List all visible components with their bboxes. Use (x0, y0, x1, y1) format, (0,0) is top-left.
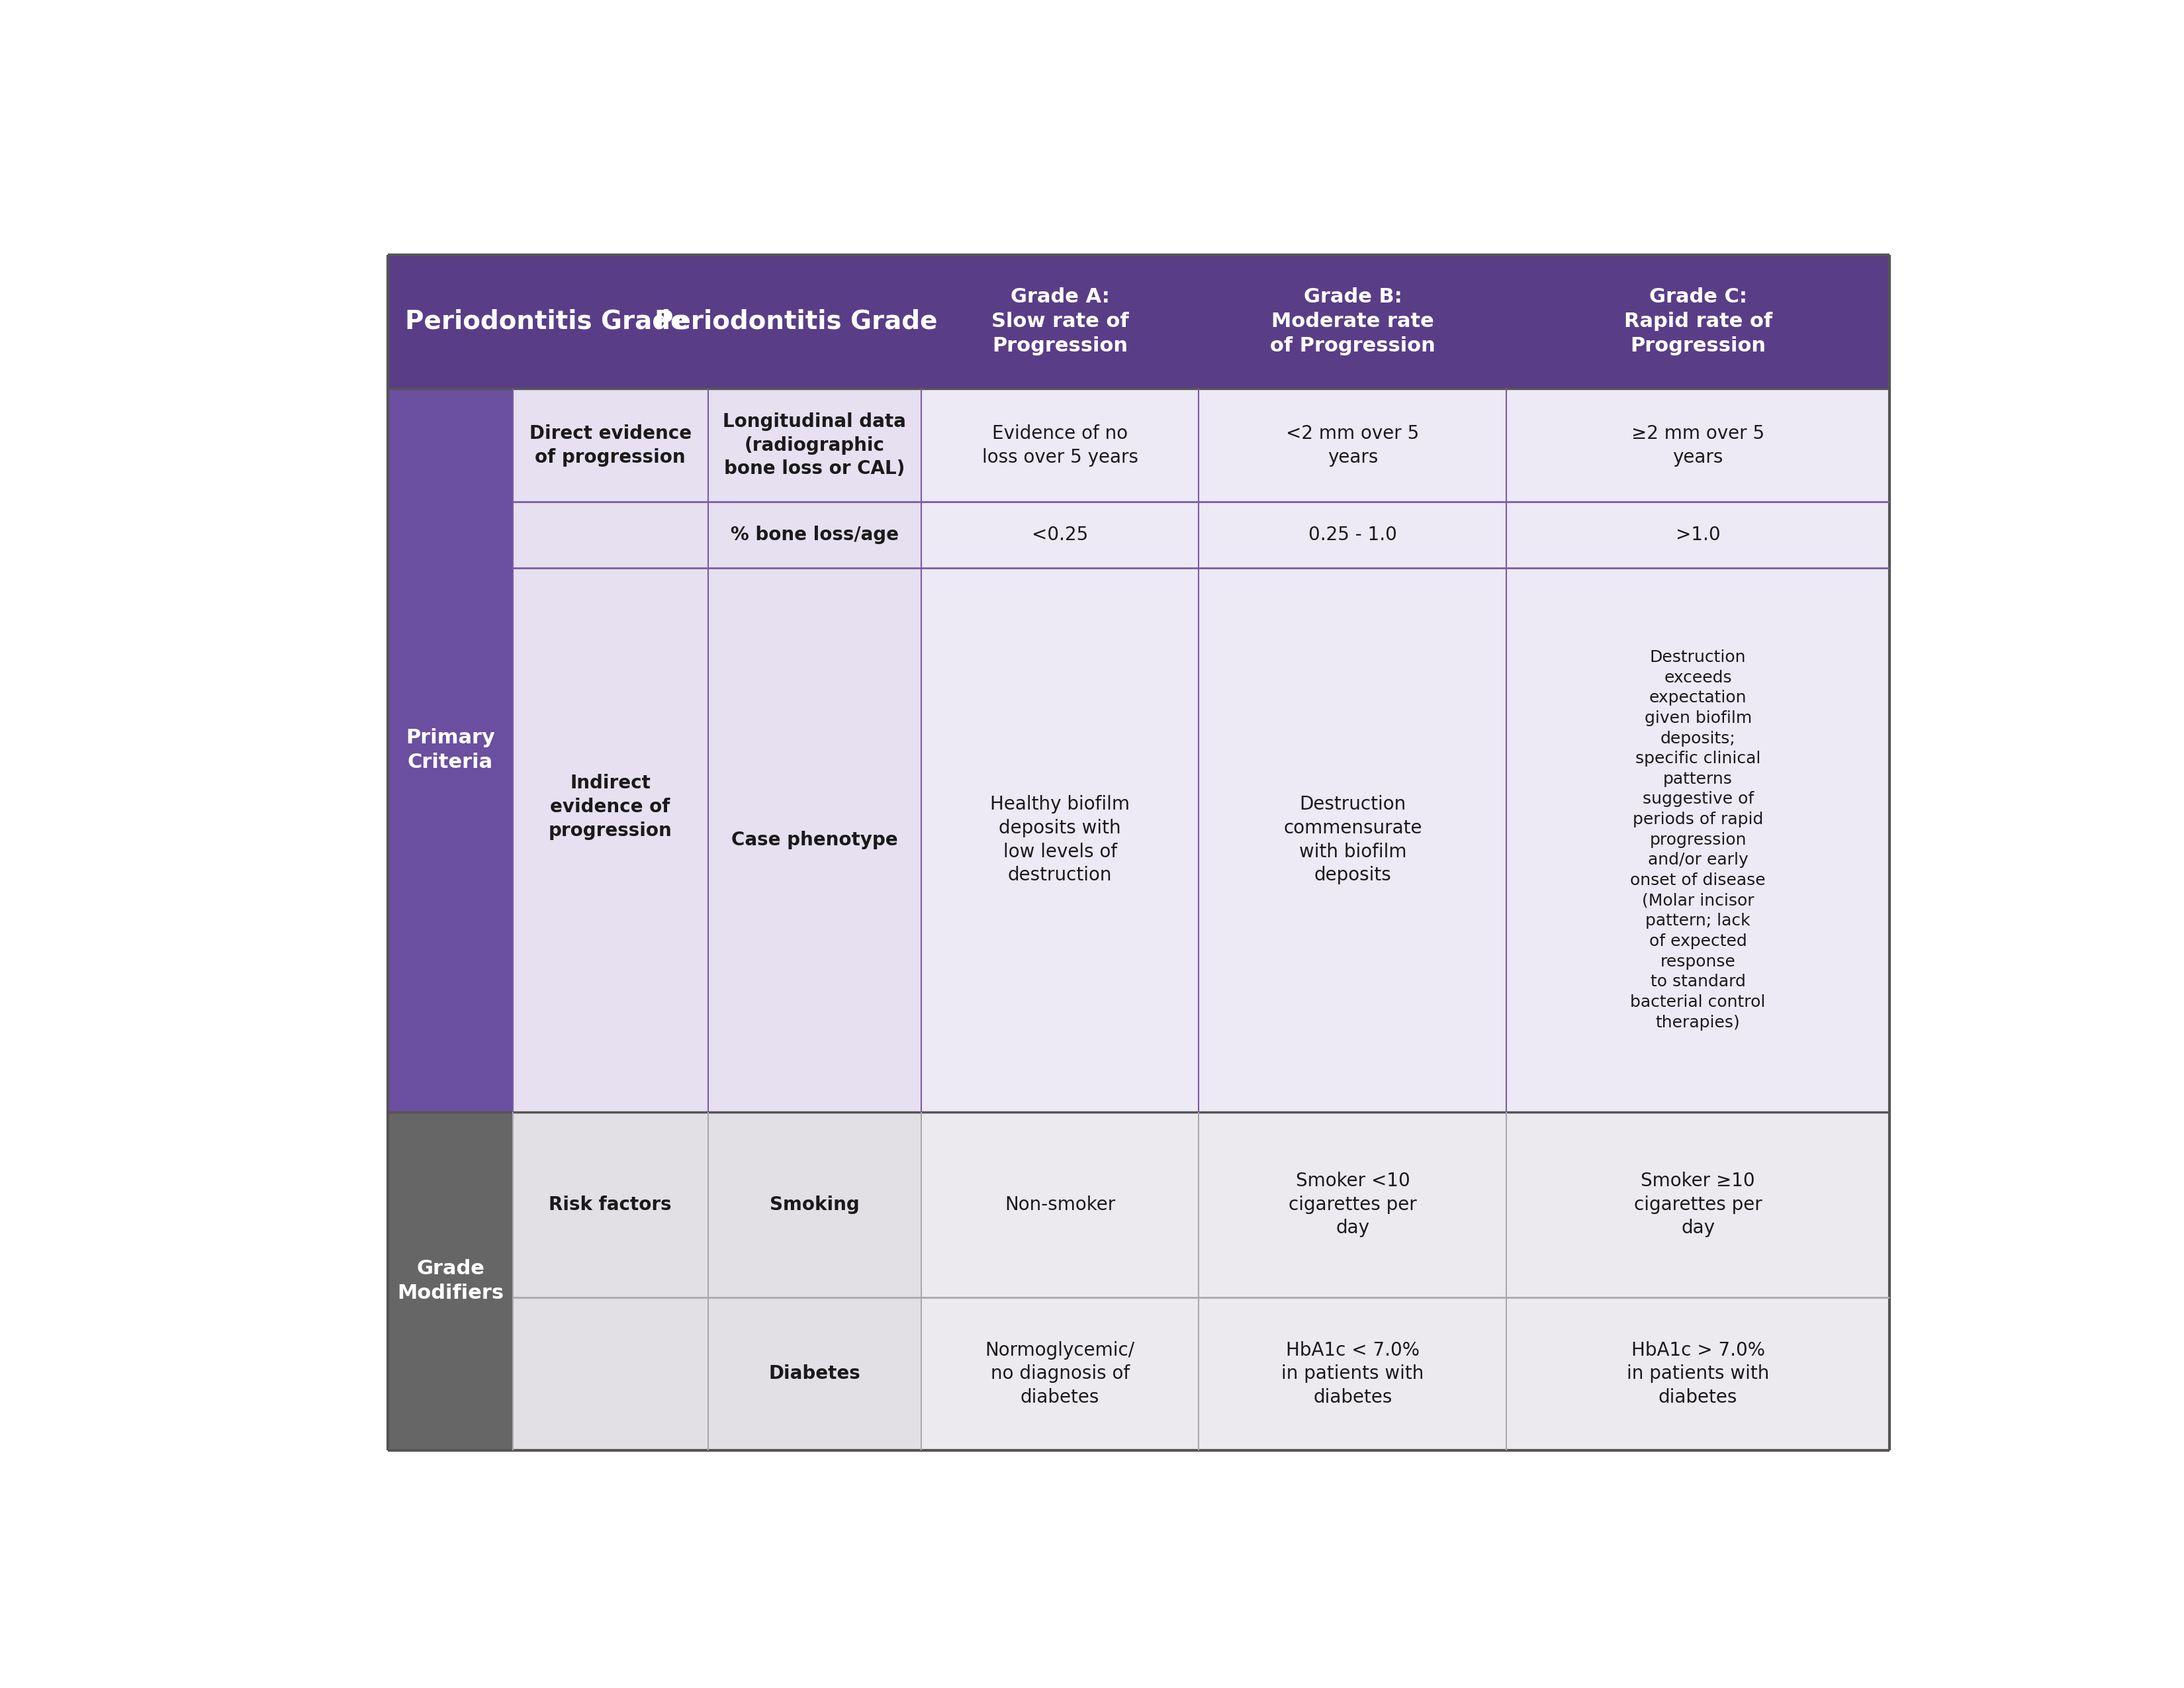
Text: Direct evidence
of progression: Direct evidence of progression (529, 424, 692, 466)
Text: <0.25: <0.25 (1031, 525, 1088, 544)
Text: Case phenotype: Case phenotype (732, 830, 898, 849)
Text: Grade B:
Moderate rate
of Progression: Grade B: Moderate rate of Progression (1271, 287, 1435, 356)
Text: Non-smoker: Non-smoker (1005, 1195, 1116, 1214)
Text: Destruction
exceeds
expectation
given biofilm
deposits;
specific clinical
patter: Destruction exceeds expectation given bi… (1629, 650, 1765, 1030)
Text: ≥2 mm over 5
years: ≥2 mm over 5 years (1631, 424, 1765, 466)
Text: HbA1c > 7.0%
in patients with
diabetes: HbA1c > 7.0% in patients with diabetes (1627, 1340, 1769, 1406)
Text: Diabetes: Diabetes (769, 1364, 860, 1382)
Text: Smoker <10
cigarettes per
day: Smoker <10 cigarettes per day (1289, 1171, 1417, 1237)
Text: Grade A:
Slow rate of
Progression: Grade A: Slow rate of Progression (992, 287, 1129, 356)
Bar (922, 567, 1889, 1112)
Text: Longitudinal data
(radiographic
bone loss or CAL): Longitudinal data (radiographic bone los… (723, 412, 906, 478)
Bar (513, 388, 922, 501)
Text: Healthy biofilm
deposits with
low levels of
destruction: Healthy biofilm deposits with low levels… (989, 795, 1129, 885)
Text: Grade C:
Rapid rate of
Progression: Grade C: Rapid rate of Progression (1625, 287, 1771, 356)
Text: >1.0: >1.0 (1675, 525, 1721, 544)
Bar (389, 1112, 513, 1450)
Text: Periodontitis Grade: Periodontitis Grade (655, 309, 937, 334)
Text: Destruction
commensurate
with biofilm
deposits: Destruction commensurate with biofilm de… (1284, 795, 1422, 885)
Bar (389, 255, 1889, 388)
Text: Primary
Criteria: Primary Criteria (406, 728, 496, 771)
Text: Normoglycemic/
no diagnosis of
diabetes: Normoglycemic/ no diagnosis of diabetes (985, 1340, 1136, 1406)
Bar (922, 501, 1889, 567)
Bar (513, 1112, 922, 1298)
Bar (922, 1298, 1889, 1450)
Bar (389, 388, 513, 501)
Text: Grade
Modifiers: Grade Modifiers (397, 1259, 505, 1303)
Bar (513, 501, 922, 567)
Text: Smoker ≥10
cigarettes per
day: Smoker ≥10 cigarettes per day (1634, 1171, 1762, 1237)
Text: Risk factors: Risk factors (548, 1195, 673, 1214)
Text: 0.25 - 1.0: 0.25 - 1.0 (1308, 525, 1398, 544)
Text: Smoking: Smoking (769, 1195, 858, 1214)
Bar (513, 567, 922, 1112)
Bar (513, 1298, 922, 1450)
Bar (922, 388, 1889, 501)
Text: % bone loss/age: % bone loss/age (729, 525, 898, 544)
Text: Periodontitis Grade: Periodontitis Grade (404, 309, 688, 334)
Text: Evidence of no
loss over 5 years: Evidence of no loss over 5 years (983, 424, 1138, 466)
Bar (922, 1112, 1889, 1298)
Bar (389, 388, 513, 1112)
Text: Indirect
evidence of
progression: Indirect evidence of progression (548, 775, 673, 841)
Text: HbA1c < 7.0%
in patients with
diabetes: HbA1c < 7.0% in patients with diabetes (1282, 1340, 1424, 1406)
Text: <2 mm over 5
years: <2 mm over 5 years (1286, 424, 1420, 466)
Bar (389, 1112, 513, 1298)
